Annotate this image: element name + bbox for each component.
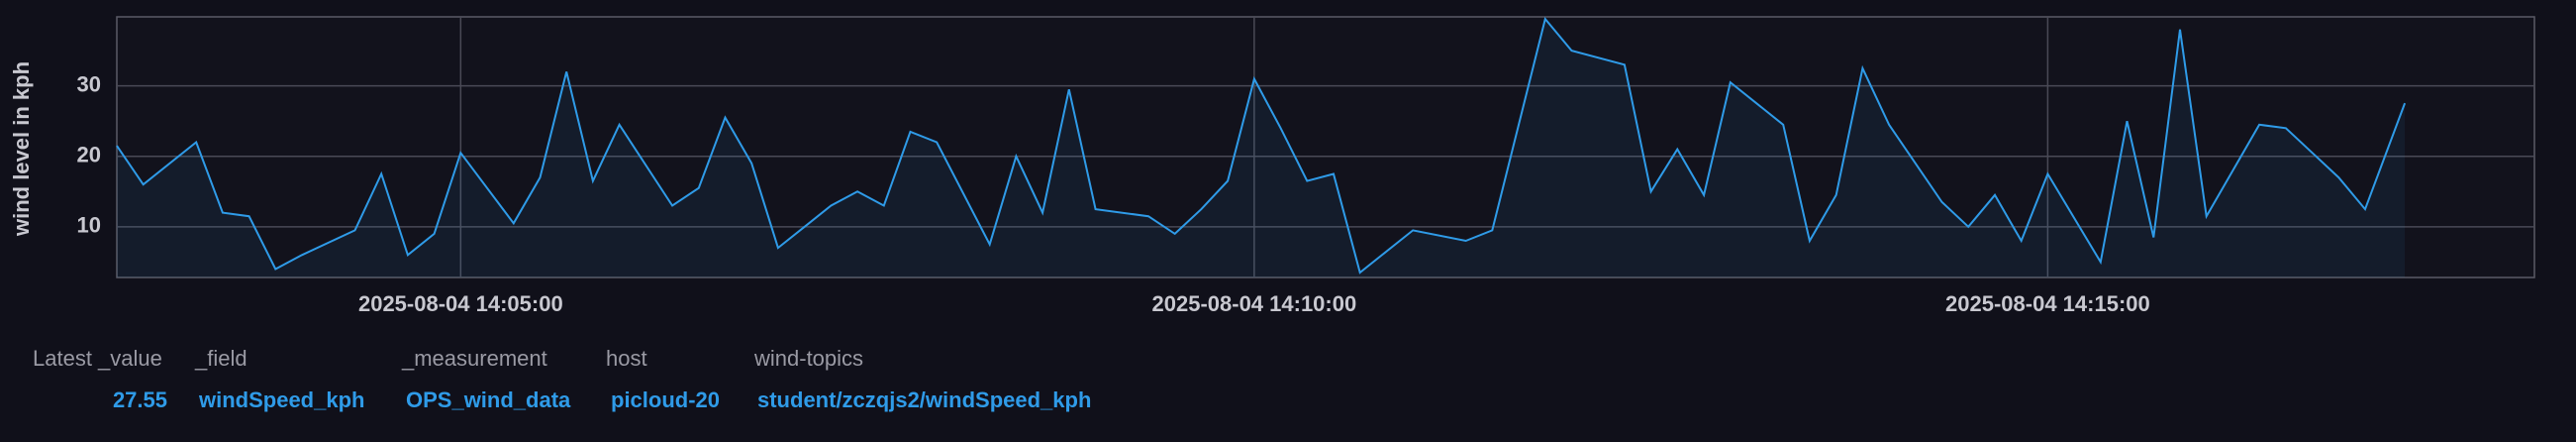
legend-value: picloud-20 xyxy=(611,387,720,412)
legend-header: _field xyxy=(194,346,248,371)
legend-header: _measurement xyxy=(401,346,547,371)
y-tick-label: 30 xyxy=(77,71,101,96)
legend-value: 27.55 xyxy=(113,387,167,412)
legend-header: host xyxy=(606,346,647,371)
line xyxy=(116,16,2407,275)
plot-area xyxy=(116,16,2535,278)
legend-value: student/zczqjs2/windSpeed_kph xyxy=(757,387,1091,412)
legend-header: Latest _value xyxy=(33,346,162,371)
y-tick-label: 10 xyxy=(77,213,101,238)
y-axis-title: wind level in kph xyxy=(9,61,34,237)
legend-value: windSpeed_kph xyxy=(198,387,364,412)
y-tick-label: 20 xyxy=(77,143,101,167)
legend-value: OPS_wind_data xyxy=(406,387,571,412)
x-tick-label: 2025-08-04 14:05:00 xyxy=(358,291,563,316)
legend-header: wind-topics xyxy=(753,346,863,371)
x-tick-label: 2025-08-04 14:15:00 xyxy=(1945,291,2150,316)
x-tick-label: 2025-08-04 14:10:00 xyxy=(1152,291,1357,316)
area xyxy=(117,19,2406,277)
